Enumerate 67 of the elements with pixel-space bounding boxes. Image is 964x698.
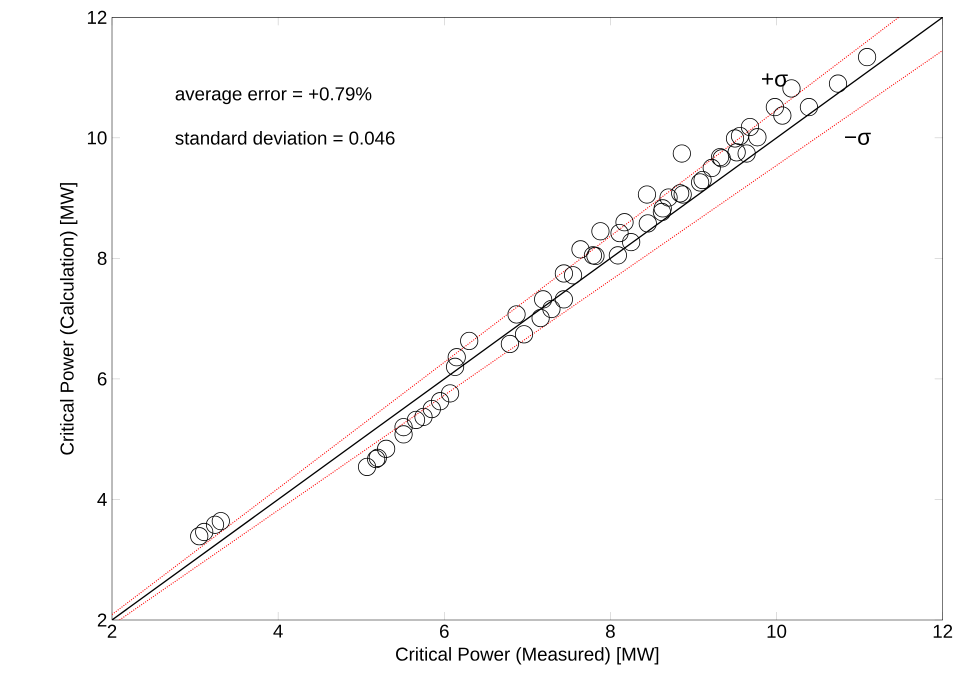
x-tick-label: 6 xyxy=(440,624,449,638)
point xyxy=(212,512,230,530)
point xyxy=(206,516,224,534)
point xyxy=(654,199,672,218)
series-label: −σ xyxy=(845,132,871,145)
point xyxy=(702,158,721,178)
point xyxy=(431,392,450,410)
point xyxy=(773,106,792,125)
series-label: +σ xyxy=(762,73,788,87)
point xyxy=(591,222,610,240)
point xyxy=(858,48,876,66)
point xyxy=(394,425,413,444)
point xyxy=(730,126,750,146)
point xyxy=(738,144,756,163)
point xyxy=(514,325,534,344)
point xyxy=(554,290,573,308)
x-axis-title: Critical Power (Measured) [MW] xyxy=(396,647,658,664)
point xyxy=(377,440,396,458)
point xyxy=(422,400,441,418)
point xyxy=(534,290,552,308)
point xyxy=(507,305,526,324)
point xyxy=(554,264,573,283)
point xyxy=(446,358,464,376)
point xyxy=(500,334,519,354)
y-tick-label: 2 xyxy=(98,613,106,626)
x-tick-label: 12 xyxy=(934,624,952,638)
point xyxy=(406,410,426,429)
point xyxy=(800,98,818,116)
point xyxy=(766,98,784,116)
point xyxy=(441,384,460,402)
point xyxy=(571,240,590,258)
y-axis-title: Critical Power (Calculation) [MW] xyxy=(60,183,78,455)
x-tick-label: 10 xyxy=(768,624,786,638)
point xyxy=(448,348,466,366)
point xyxy=(652,202,671,222)
point xyxy=(564,266,582,284)
y-tick-label: 4 xyxy=(97,493,107,506)
point xyxy=(728,143,746,162)
point xyxy=(726,129,744,148)
y-tick-label: 6 xyxy=(98,372,106,386)
point xyxy=(638,214,657,232)
y-tick-label: 8 xyxy=(98,252,106,265)
point xyxy=(748,128,766,146)
annotation: average error = +0.79% xyxy=(176,87,372,104)
point xyxy=(740,118,760,136)
point xyxy=(414,408,433,426)
point xyxy=(659,188,678,207)
point xyxy=(190,527,208,546)
x-tick-label: 4 xyxy=(273,624,283,638)
point xyxy=(638,185,656,204)
point xyxy=(358,458,376,476)
point xyxy=(610,224,629,242)
point xyxy=(672,144,691,163)
point xyxy=(195,522,214,542)
point xyxy=(615,213,634,232)
point xyxy=(460,332,478,350)
x-tick-label: 8 xyxy=(606,624,615,638)
point xyxy=(622,233,640,252)
point xyxy=(608,246,627,264)
x-tick-label: 2 xyxy=(108,624,116,638)
point xyxy=(542,300,560,318)
point xyxy=(532,308,550,328)
point xyxy=(394,418,413,436)
point xyxy=(828,74,848,93)
y-tick-label: 12 xyxy=(88,10,106,24)
annotation: standard deviation = 0.046 xyxy=(175,130,395,145)
y-tick-label: 10 xyxy=(88,131,107,144)
